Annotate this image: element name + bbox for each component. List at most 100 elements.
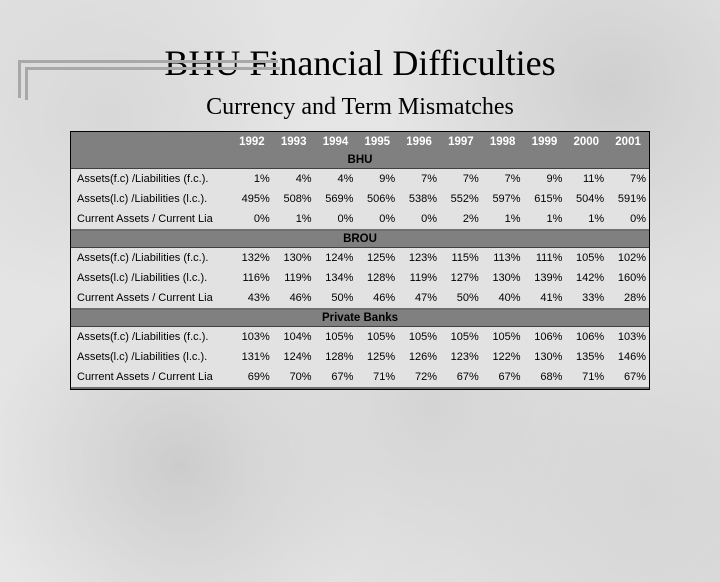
data-cell: 119% bbox=[398, 268, 440, 288]
data-cell: 33% bbox=[565, 288, 607, 309]
data-cell: 591% bbox=[607, 189, 649, 209]
data-cell: 139% bbox=[524, 268, 566, 288]
data-cell: 40% bbox=[482, 288, 524, 309]
data-cell: 67% bbox=[440, 367, 482, 388]
row-label: Assets(f.c) /Liabilities (f.c.). bbox=[71, 248, 231, 269]
data-cell: 0% bbox=[315, 209, 357, 230]
data-cell: 7% bbox=[482, 169, 524, 190]
data-cell: 9% bbox=[356, 169, 398, 190]
section-header: BROU bbox=[71, 230, 649, 248]
row-label: Assets(l.c) /Liabilities (l.c.). bbox=[71, 268, 231, 288]
data-cell: 119% bbox=[273, 268, 315, 288]
table-row: Assets(f.c) /Liabilities (f.c.).103%104%… bbox=[71, 327, 649, 348]
data-cell: 508% bbox=[273, 189, 315, 209]
data-cell: 146% bbox=[607, 347, 649, 367]
year-header-row: 1992 1993 1994 1995 1996 1997 1998 1999 … bbox=[71, 132, 649, 152]
data-cell: 7% bbox=[607, 169, 649, 190]
data-cell: 160% bbox=[607, 268, 649, 288]
data-cell: 106% bbox=[565, 327, 607, 348]
table-row: Assets(l.c) /Liabilities (l.c.).131%124%… bbox=[71, 347, 649, 367]
data-cell: 46% bbox=[273, 288, 315, 309]
year-col: 1994 bbox=[315, 132, 357, 152]
table-row: Assets(f.c) /Liabilities (f.c.).132%130%… bbox=[71, 248, 649, 269]
year-col: 1997 bbox=[440, 132, 482, 152]
data-cell: 124% bbox=[273, 347, 315, 367]
data-cell: 41% bbox=[524, 288, 566, 309]
data-cell: 67% bbox=[315, 367, 357, 388]
data-cell: 7% bbox=[440, 169, 482, 190]
section-header: BHU bbox=[71, 152, 649, 169]
data-table-container: 1992 1993 1994 1995 1996 1997 1998 1999 … bbox=[70, 131, 650, 390]
section-header: Private Banks bbox=[71, 309, 649, 327]
header-blank bbox=[71, 132, 231, 152]
corner-decoration bbox=[18, 60, 278, 98]
data-cell: 126% bbox=[398, 347, 440, 367]
data-cell: 102% bbox=[607, 248, 649, 269]
data-cell: 123% bbox=[440, 347, 482, 367]
data-cell: 1% bbox=[565, 209, 607, 230]
data-cell: 132% bbox=[231, 248, 273, 269]
row-label: Assets(l.c) /Liabilities (l.c.). bbox=[71, 189, 231, 209]
year-col: 1999 bbox=[524, 132, 566, 152]
row-label: Current Assets / Current Lia bbox=[71, 288, 231, 309]
data-cell: 105% bbox=[440, 327, 482, 348]
data-cell: 70% bbox=[273, 367, 315, 388]
year-col: 2001 bbox=[607, 132, 649, 152]
data-cell: 67% bbox=[607, 367, 649, 388]
data-cell: 128% bbox=[356, 268, 398, 288]
row-label: Assets(l.c) /Liabilities (l.c.). bbox=[71, 347, 231, 367]
data-cell: 597% bbox=[482, 189, 524, 209]
data-cell: 0% bbox=[356, 209, 398, 230]
table-row: Assets(f.c) /Liabilities (f.c.).1%4%4%9%… bbox=[71, 169, 649, 190]
data-cell: 130% bbox=[482, 268, 524, 288]
year-col: 2000 bbox=[565, 132, 607, 152]
data-cell: 28% bbox=[607, 288, 649, 309]
data-cell: 135% bbox=[565, 347, 607, 367]
data-cell: 569% bbox=[315, 189, 357, 209]
data-cell: 0% bbox=[231, 209, 273, 230]
data-cell: 538% bbox=[398, 189, 440, 209]
data-cell: 128% bbox=[315, 347, 357, 367]
data-cell: 4% bbox=[315, 169, 357, 190]
data-cell: 2% bbox=[440, 209, 482, 230]
data-cell: 105% bbox=[315, 327, 357, 348]
data-cell: 615% bbox=[524, 189, 566, 209]
year-col: 1996 bbox=[398, 132, 440, 152]
section-name: BHU bbox=[71, 152, 649, 169]
data-cell: 1% bbox=[273, 209, 315, 230]
data-cell: 9% bbox=[524, 169, 566, 190]
data-cell: 504% bbox=[565, 189, 607, 209]
data-cell: 71% bbox=[356, 367, 398, 388]
data-cell: 72% bbox=[398, 367, 440, 388]
data-cell: 115% bbox=[440, 248, 482, 269]
data-cell: 125% bbox=[356, 248, 398, 269]
data-cell: 4% bbox=[273, 169, 315, 190]
section-name: Private Banks bbox=[71, 309, 649, 327]
data-cell: 69% bbox=[231, 367, 273, 388]
data-cell: 105% bbox=[356, 327, 398, 348]
table-row: Current Assets / Current Lia0%1%0%0%0%2%… bbox=[71, 209, 649, 230]
table-row: Current Assets / Current Lia43%46%50%46%… bbox=[71, 288, 649, 309]
data-cell: 104% bbox=[273, 327, 315, 348]
data-table: 1992 1993 1994 1995 1996 1997 1998 1999 … bbox=[71, 132, 649, 389]
data-cell: 103% bbox=[607, 327, 649, 348]
data-cell: 50% bbox=[315, 288, 357, 309]
data-cell: 1% bbox=[482, 209, 524, 230]
data-cell: 0% bbox=[398, 209, 440, 230]
data-cell: 113% bbox=[482, 248, 524, 269]
table-row: Current Assets / Current Lia69%70%67%71%… bbox=[71, 367, 649, 388]
data-cell: 111% bbox=[524, 248, 566, 269]
data-cell: 116% bbox=[231, 268, 273, 288]
data-cell: 103% bbox=[231, 327, 273, 348]
section-name: BROU bbox=[71, 230, 649, 248]
year-col: 1998 bbox=[482, 132, 524, 152]
data-cell: 71% bbox=[565, 367, 607, 388]
data-cell: 142% bbox=[565, 268, 607, 288]
data-cell: 1% bbox=[524, 209, 566, 230]
data-cell: 105% bbox=[482, 327, 524, 348]
data-cell: 68% bbox=[524, 367, 566, 388]
data-cell: 43% bbox=[231, 288, 273, 309]
data-cell: 125% bbox=[356, 347, 398, 367]
data-cell: 552% bbox=[440, 189, 482, 209]
year-col: 1992 bbox=[231, 132, 273, 152]
